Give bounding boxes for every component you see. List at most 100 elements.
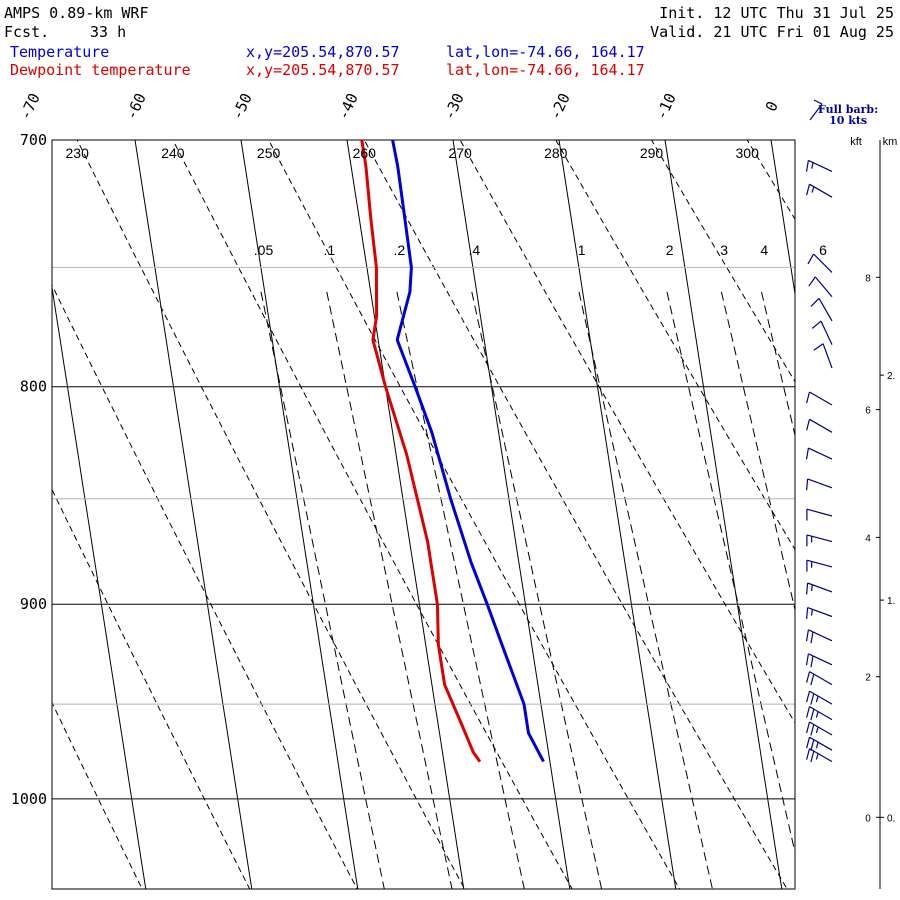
height-axis-km-label: km <box>883 136 898 148</box>
wind-barb-half-flag <box>815 742 819 749</box>
wind-barb-staff <box>809 183 833 198</box>
dry-adiabat-line <box>52 284 358 889</box>
height-kft-label: 6 <box>865 406 871 417</box>
wind-barb-flag <box>813 343 824 351</box>
isotherm-label: -20 <box>546 90 574 122</box>
isotherm-line <box>558 140 677 889</box>
height-kft-label: 8 <box>865 273 871 284</box>
potential-temperature-label: 280 <box>544 145 568 161</box>
wind-barb-flag <box>806 671 811 683</box>
potential-temperature-label: 270 <box>448 145 472 161</box>
wind-barb-staff <box>820 320 833 345</box>
mixing-ratio-label: 4 <box>760 242 768 258</box>
dry-adiabat-line <box>52 488 251 889</box>
dry-adiabat-line <box>650 140 795 383</box>
barb-note-staff <box>809 103 823 121</box>
wind-barb-half-flag <box>811 186 815 193</box>
wind-barb-staff <box>814 276 833 298</box>
wind-barb-staff <box>808 629 833 642</box>
dry-adiabat-line <box>52 701 143 889</box>
mixing-ratio-line <box>720 291 795 613</box>
legend-temperature-latlon: lat,lon=-74.66, 164.17 <box>446 43 645 61</box>
wind-barb-half-flag <box>815 695 819 703</box>
wind-barb-flag <box>808 276 816 287</box>
wind-barb-flag <box>806 419 811 431</box>
potential-temperature-label: 290 <box>640 145 664 161</box>
isotherm-label: -50 <box>228 90 256 122</box>
wind-barb-flag <box>805 653 809 666</box>
barb-note: Full barb: 10 kts <box>818 104 878 126</box>
height-km-label: 2. <box>887 371 895 382</box>
dry-adiabat-line <box>742 0 900 900</box>
height-kft-label: 2 <box>865 673 871 684</box>
wind-barb-staff <box>809 690 833 705</box>
wind-barb-staff <box>808 653 833 666</box>
wind-barb-staff <box>809 706 833 721</box>
wind-barb-staff <box>808 159 833 172</box>
wind-barb-staff <box>809 418 833 433</box>
wind-barb-flag <box>806 184 811 196</box>
model-title: AMPS 0.89-km WRF <box>4 4 149 22</box>
wind-barb-half-flag <box>811 162 814 169</box>
dry-adiabat-line <box>172 140 573 889</box>
isobar-lines <box>52 139 795 800</box>
mixing-ratio-line <box>260 291 385 889</box>
mixing-ratio-label: 1 <box>578 242 586 258</box>
isotherm-line <box>664 140 783 889</box>
mixing-ratio-label: .1 <box>323 242 335 258</box>
plot-frame <box>51 139 796 890</box>
pressure-tick-label: 900 <box>20 595 47 613</box>
isotherm-line <box>52 284 147 889</box>
height-axis-kft-label: kft <box>850 136 862 148</box>
wind-barb-flag <box>806 391 811 404</box>
pressure-tick-label: 1000 <box>11 790 47 808</box>
height-km-label: 1. <box>887 596 895 607</box>
mixing-ratio-label: 3 <box>720 242 728 258</box>
wind-barb-flag <box>806 721 811 734</box>
legend-dewpoint-name: Dewpoint temperature <box>10 61 191 79</box>
forecast-hours: 33 h <box>90 23 127 41</box>
mixing-ratio-label: .05 <box>254 242 274 258</box>
dry-adiabat-line <box>835 0 900 900</box>
barb-note-flag <box>813 99 823 105</box>
wind-barb-flag <box>811 320 822 329</box>
wind-barb-flag <box>810 631 814 644</box>
isotherm-line <box>134 140 253 889</box>
isotherm-label: -60 <box>122 90 150 122</box>
wind-barb-flag <box>810 750 815 763</box>
dry-adiabat-line <box>268 140 681 889</box>
height-kft-label: 4 <box>865 533 871 544</box>
wind-barb-flag <box>810 673 815 686</box>
potential-temperature-label: 300 <box>736 145 760 161</box>
mixing-ratio-line <box>666 291 795 855</box>
dry-adiabat-line <box>76 140 466 889</box>
wind-barb-staff <box>807 582 833 593</box>
isotherm-line <box>346 140 465 889</box>
mixing-ratio-lines <box>260 291 795 889</box>
potential-temperature-label: 260 <box>353 145 377 161</box>
mixing-ratio-line <box>578 291 713 889</box>
wind-barb-staff <box>806 559 833 568</box>
dry-adiabat-line <box>746 140 795 221</box>
wind-barb-staff <box>809 748 833 763</box>
isotherm-line <box>240 140 359 889</box>
wind-barb-flag <box>810 724 815 736</box>
legend-temperature-name: Temperature <box>10 43 110 61</box>
isotherm-line <box>770 140 795 298</box>
valid-time: Valid. 21 UTC Fri 01 Aug 25 <box>650 23 894 41</box>
wind-barb-flag <box>810 739 815 751</box>
wind-barb-staff <box>806 534 833 543</box>
wind-barb-staff <box>807 478 833 489</box>
wind-barb-staff <box>806 508 833 517</box>
isotherm-label: 0 <box>762 99 782 115</box>
dewpoint-line <box>360 140 482 763</box>
wind-barb-staff <box>813 253 833 273</box>
wind-barb-half-flag <box>811 609 813 616</box>
isotherm-label: -30 <box>440 90 468 122</box>
legend-dewpoint-xy: x,y=205.54,870.57 <box>246 61 400 79</box>
wind-barb-flag <box>806 690 811 703</box>
sounding-series <box>360 140 545 763</box>
wind-barb-flag <box>806 582 809 595</box>
